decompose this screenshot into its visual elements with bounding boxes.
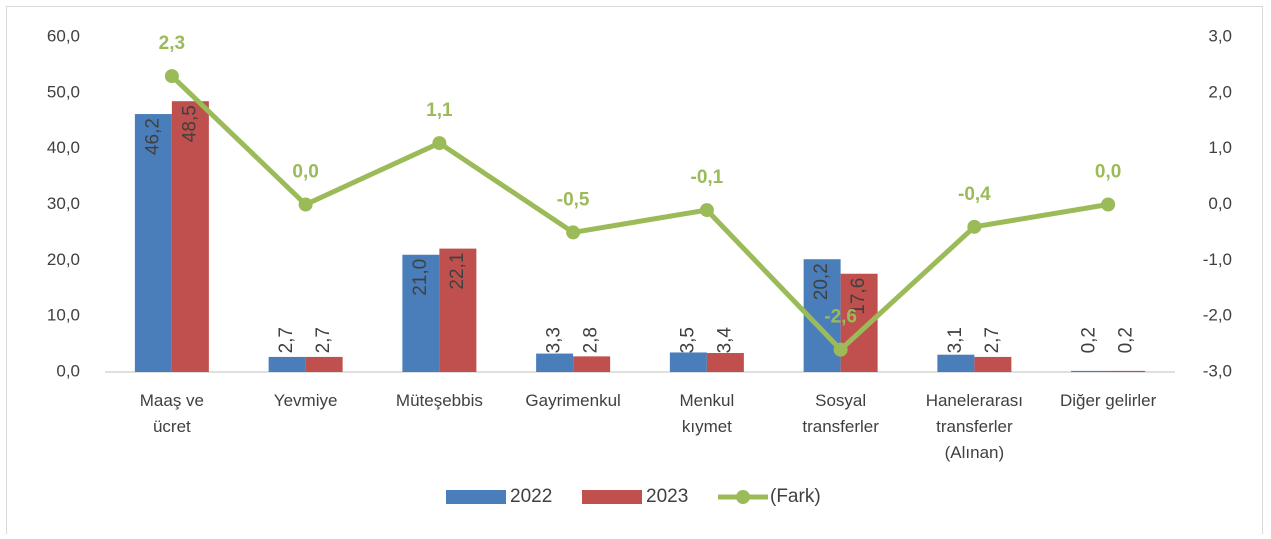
- x-tick-label: Gayrimenkul: [525, 391, 620, 410]
- x-tick-label: Müteşebbis: [396, 391, 483, 410]
- y-tick-label: 10,0: [47, 306, 80, 325]
- bar: [439, 248, 477, 372]
- bar: [669, 352, 707, 372]
- y2-tick-label: -3,0: [1203, 361, 1232, 380]
- line: [170, 74, 1109, 354]
- data-label: 20,2: [811, 263, 832, 300]
- data-label: 0,0: [1095, 162, 1121, 183]
- legend-label: 2022: [510, 486, 552, 507]
- data-label: 0,2: [1079, 327, 1100, 353]
- line-point: [699, 203, 714, 218]
- y-tick-label: 60,0: [47, 26, 80, 45]
- bar: [706, 353, 744, 372]
- data-label: -0,5: [557, 189, 590, 210]
- y-tick-label: 0,0: [56, 361, 80, 380]
- data-label: 1,1: [426, 100, 453, 121]
- bar: [305, 356, 343, 372]
- data-label: 0,0: [292, 162, 318, 183]
- bar: [134, 114, 172, 373]
- y-tick-label: 40,0: [47, 138, 80, 157]
- legend-point: [736, 490, 750, 504]
- line-point: [566, 225, 581, 240]
- y2-tick-label: 1,0: [1208, 138, 1232, 157]
- x-tick-label: Maaş ve ücret: [140, 391, 204, 436]
- legend-swatch: [446, 490, 506, 504]
- data-label: 22,1: [447, 253, 468, 290]
- data-label: 3,3: [544, 327, 565, 353]
- x-tick-label: Hanelerarası transferler (Alınan): [926, 391, 1023, 462]
- data-label: 2,7: [276, 327, 297, 353]
- line-point: [164, 69, 179, 84]
- bar: [1108, 370, 1146, 372]
- y2-tick-label: 3,0: [1208, 26, 1232, 45]
- line-point: [432, 136, 447, 151]
- data-label: 21,0: [410, 259, 431, 296]
- data-label: 2,7: [982, 327, 1003, 353]
- data-label: 3,4: [714, 327, 735, 354]
- bar: [937, 354, 975, 372]
- y2-tick-label: 2,0: [1208, 82, 1232, 101]
- data-label: 2,3: [159, 33, 185, 54]
- legend-label: (Fark): [770, 486, 821, 507]
- x-tick-label: Yevmiye: [274, 391, 338, 410]
- bar: [268, 356, 306, 372]
- data-label: 17,6: [848, 278, 869, 315]
- data-label: 2,7: [313, 327, 334, 353]
- y-tick-label: 50,0: [47, 82, 80, 101]
- y2-tick-label: -1,0: [1203, 250, 1232, 269]
- data-label: -0,4: [958, 184, 991, 205]
- line-point: [833, 342, 848, 357]
- data-label: -0,1: [691, 167, 724, 188]
- legend-label: 2023: [646, 486, 688, 507]
- y2-tick-label: -2,0: [1203, 306, 1232, 325]
- bar: [974, 356, 1012, 372]
- bar: [402, 254, 440, 372]
- bar: [171, 101, 209, 372]
- y2-tick-label: 0,0: [1208, 194, 1232, 213]
- data-label: -2,6: [824, 307, 857, 328]
- y-tick-label: 20,0: [47, 250, 80, 269]
- line-point: [967, 219, 982, 234]
- line-point: [298, 197, 313, 212]
- x-tick-label: Diğer gelirler: [1060, 391, 1157, 410]
- data-label: 46,2: [142, 118, 163, 155]
- y-tick-label: 30,0: [47, 194, 80, 213]
- data-label: 2,8: [581, 327, 602, 353]
- x-tick-label: Menkul kıymet: [679, 391, 734, 436]
- bar: [1071, 370, 1109, 372]
- data-label: 3,5: [677, 327, 698, 353]
- chart-border: [6, 6, 1263, 537]
- data-label: 48,5: [179, 105, 200, 142]
- bar: [573, 356, 611, 372]
- line-point: [1101, 197, 1116, 212]
- legend-swatch: [582, 490, 642, 504]
- bar: [536, 353, 574, 372]
- data-label: 0,2: [1116, 327, 1137, 353]
- x-tick-label: Sosyal transferler: [802, 391, 879, 436]
- data-label: 3,1: [945, 327, 966, 353]
